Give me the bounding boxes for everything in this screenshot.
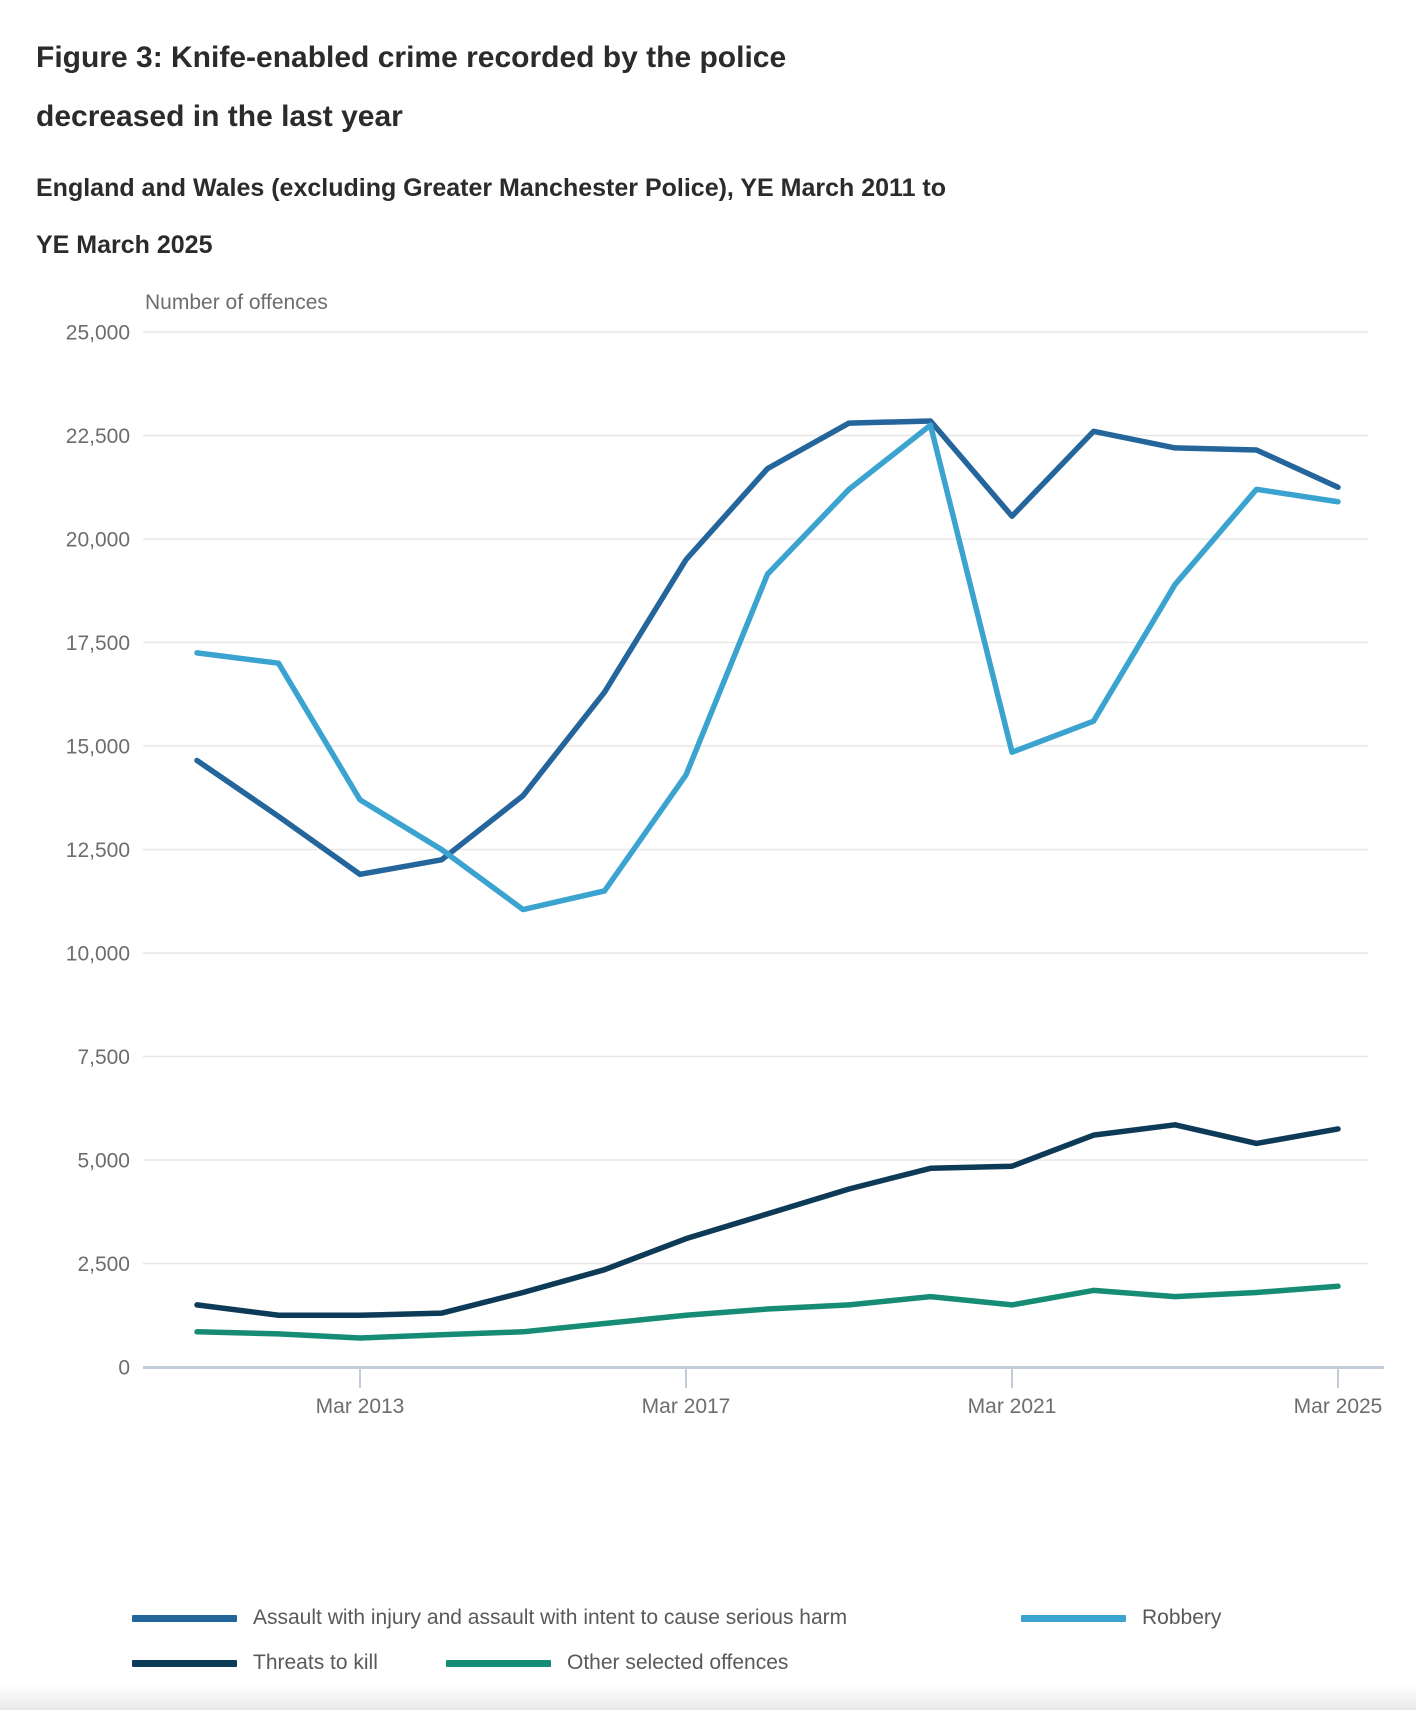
series-line-robbery <box>194 422 1341 913</box>
series-line-threats-to-kill <box>194 1122 1341 1318</box>
legend-item-threats-to-kill: Threats to kill <box>132 1649 378 1677</box>
y-tick-label: 25,000 <box>66 322 130 345</box>
legend-label-threats-to-kill: Threats to kill <box>253 1651 378 1674</box>
y-tick-label: 20,000 <box>66 529 130 552</box>
legend-swatch-assault <box>132 1614 237 1622</box>
y-tick-label: 17,500 <box>66 632 130 655</box>
y-tick-label: 5,000 <box>77 1150 130 1173</box>
legend-label-assault: Assault with injury and assault with int… <box>253 1606 848 1629</box>
legend-swatch-other-offences <box>446 1659 551 1667</box>
x-tick-label: Mar 2017 <box>642 1395 731 1418</box>
legend-swatch-robbery <box>1021 1614 1126 1622</box>
legend-item-robbery: Robbery <box>1021 1604 1221 1632</box>
y-tick-label: 7,500 <box>77 1046 130 1069</box>
figure-title: Figure 3: Knife-enabled crime recorded b… <box>36 41 787 133</box>
bottom-fade <box>0 1684 1416 1710</box>
legend-item-other-offences: Other selected offences <box>446 1649 788 1677</box>
legend-swatch-threats-to-kill <box>132 1659 237 1667</box>
legend-label-robbery: Robbery <box>1142 1606 1222 1629</box>
y-tick-label: 0 <box>118 1357 130 1380</box>
figure-subtitle: England and Wales (excluding Greater Man… <box>36 174 947 259</box>
y-tick-label: 22,500 <box>66 425 130 448</box>
x-tick-label: Mar 2025 <box>1294 1395 1383 1418</box>
series-line-other-selected-offences <box>194 1283 1341 1341</box>
legend-item-assault: Assault with injury and assault with int… <box>132 1604 847 1632</box>
y-axis-title: Number of offences <box>145 292 328 314</box>
y-tick-label: 10,000 <box>66 943 130 966</box>
y-tick-label: 12,500 <box>66 839 130 862</box>
chart-canvas: 0 2,500 5,000 7,500 10,000 12,500 15,000 17,500… <box>66 292 1384 1418</box>
x-tick-label: Mar 2021 <box>968 1395 1057 1418</box>
x-tick-label: Mar 2013 <box>316 1395 405 1418</box>
y-tick-label: 15,000 <box>66 736 130 759</box>
series-line-assault-with-injury-and-assault-with-int <box>194 418 1341 878</box>
legend-label-other-offences: Other selected offences <box>567 1651 789 1674</box>
y-tick-label: 2,500 <box>77 1253 130 1276</box>
